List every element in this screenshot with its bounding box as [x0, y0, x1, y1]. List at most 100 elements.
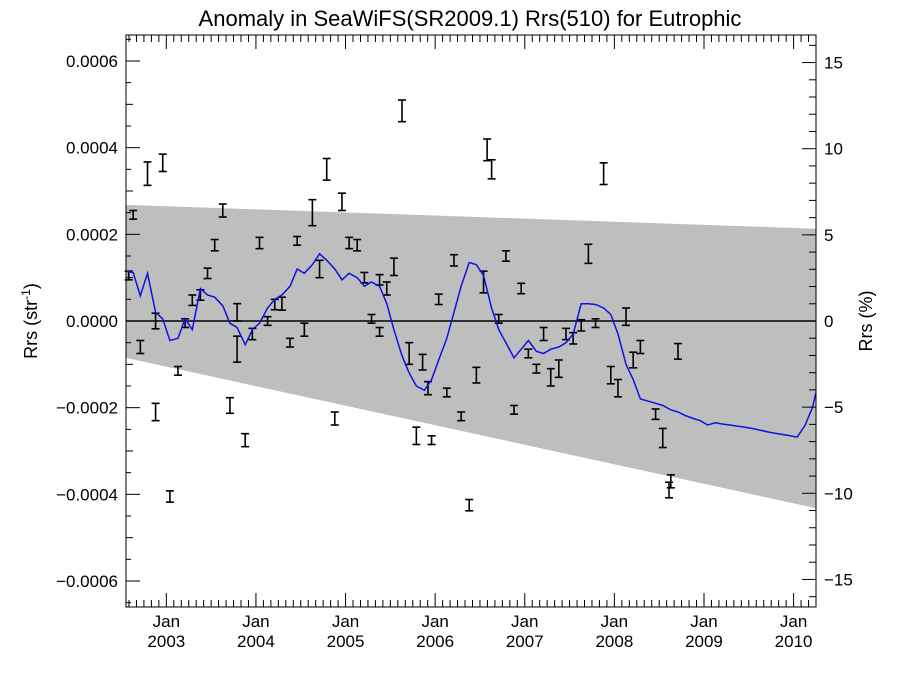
y-right-tick-label: 5 [824, 226, 833, 245]
x-tick-year: 2009 [685, 632, 723, 651]
error-bar [225, 396, 234, 415]
error-bar [389, 257, 398, 277]
error-bar [405, 341, 414, 366]
y-right-tick-label: −5 [824, 398, 843, 417]
x-tick-year: 2003 [147, 632, 185, 651]
error-bar [151, 402, 160, 422]
y-axis-right-label: Rrs (%) [856, 291, 876, 352]
smoothed-anomaly-line [125, 252, 817, 438]
error-bar [613, 378, 622, 398]
x-tick-month: Jan [690, 612, 717, 631]
error-bar [345, 236, 354, 250]
y-right-tick-label: −15 [824, 570, 853, 589]
y-right-tick-label: 10 [824, 140, 843, 159]
error-bar [285, 337, 294, 348]
error-bar [315, 259, 324, 279]
y-left-tick-label: 0.0004 [66, 139, 118, 158]
error-bar [517, 282, 526, 295]
error-bar [651, 408, 660, 421]
error-bar [577, 318, 586, 332]
error-bar [210, 238, 219, 252]
error-bar [158, 153, 167, 173]
error-bar [658, 427, 667, 449]
error-bar [510, 404, 519, 415]
y-left-tick-label: −0.0006 [56, 572, 118, 591]
x-axis: Jan2003Jan2004Jan2005Jan2006Jan2007Jan20… [128, 35, 817, 651]
error-bar [136, 339, 145, 355]
error-bar [472, 366, 481, 384]
y-axis-right: 15 10 5 0 −5 −10 −15 [802, 44, 853, 598]
y-right-tick-label: −10 [824, 484, 853, 503]
error-bar [367, 313, 376, 324]
error-bar [501, 250, 510, 263]
x-tick-month: Jan [242, 612, 269, 631]
y-left-tick-label: −0.0002 [56, 399, 118, 418]
error-bar [129, 209, 138, 220]
error-bar [483, 138, 492, 162]
y-axis-left-label: Rrs (str-1) [19, 283, 41, 359]
error-bar [203, 267, 212, 280]
error-bar [539, 326, 548, 342]
error-bar [233, 335, 242, 363]
error-bar [434, 293, 443, 306]
error-bar [337, 192, 346, 212]
x-tick-year: 2007 [506, 632, 544, 651]
error-bar [382, 281, 391, 296]
error-bar [487, 159, 496, 180]
error-bar [300, 322, 309, 337]
error-bar [674, 342, 682, 360]
error-bar [524, 348, 533, 359]
error-bar [418, 353, 427, 371]
error-bar [308, 198, 317, 227]
error-bar [665, 481, 674, 499]
error-bar [173, 365, 182, 376]
error-bar [554, 359, 563, 379]
error-bar [442, 387, 451, 398]
error-bar [293, 235, 302, 246]
x-tick-year: 2005 [327, 632, 365, 651]
error-bar [188, 294, 197, 307]
error-bar [322, 157, 331, 181]
error-bar [622, 307, 631, 327]
x-tick-month: Jan [511, 612, 538, 631]
x-tick-year: 2008 [595, 632, 633, 651]
error-bar [353, 238, 362, 252]
error-bar [427, 435, 436, 446]
error-bar [591, 318, 600, 329]
y-right-tick-label: 0 [824, 312, 833, 331]
x-tick-month: Jan [601, 612, 628, 631]
plot-area [124, 99, 817, 512]
y-left-tick-label: 0.0000 [66, 312, 118, 331]
y-left-tick-label: 0.0006 [66, 52, 118, 71]
x-tick-month: Jan [780, 612, 807, 631]
error-bar [599, 162, 608, 186]
error-bar [218, 203, 227, 218]
x-tick-year: 2006 [416, 632, 454, 651]
error-bar [532, 363, 541, 374]
error-bar [666, 474, 675, 489]
error-bar [143, 161, 152, 187]
error-bar [165, 490, 174, 503]
x-tick-year: 2010 [775, 632, 813, 651]
x-tick-month: Jan [332, 612, 359, 631]
error-bar [233, 302, 242, 322]
error-bar [241, 432, 250, 448]
x-tick-year: 2004 [237, 632, 275, 651]
error-bar [629, 351, 638, 369]
x-tick-month: Jan [421, 612, 448, 631]
y-axis-left: 0.0006 0.0004 0.0002 0.0000 −0.0002 −0.0004 −0… [56, 38, 140, 604]
error-bar [584, 243, 593, 265]
y-left-tick-label: 0.0002 [66, 225, 118, 244]
error-bar [412, 426, 421, 446]
error-bar [636, 339, 645, 355]
y-left-tick-label: −0.0004 [56, 485, 118, 504]
error-bar [398, 99, 406, 123]
error-bar [255, 236, 264, 250]
error-bar [330, 411, 339, 426]
error-bar [606, 365, 615, 385]
error-bar [465, 498, 474, 512]
chart-title: Anomaly in SeaWiFS(SR2009.1) Rrs(510) fo… [199, 6, 742, 31]
error-bar [546, 367, 555, 387]
error-bar [375, 326, 384, 337]
